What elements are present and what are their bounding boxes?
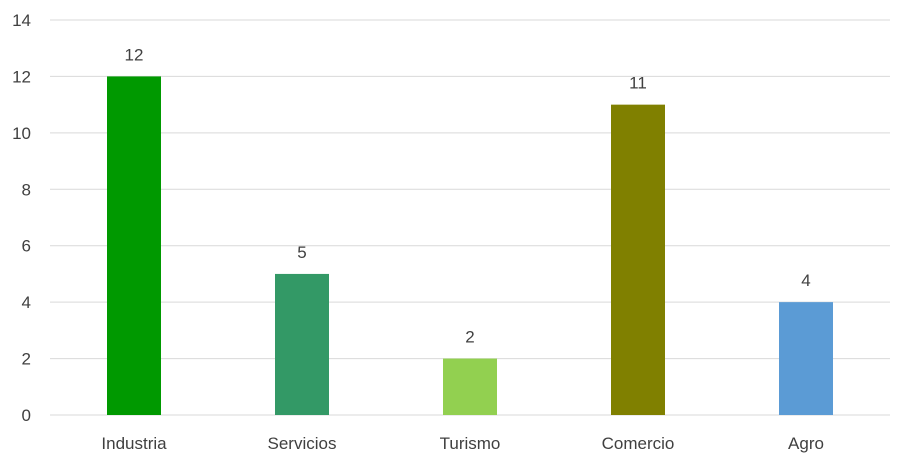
data-label-industria: 12 <box>125 45 144 64</box>
data-label-turismo: 2 <box>465 328 474 347</box>
y-tick-label: 14 <box>12 11 31 30</box>
y-tick-label: 10 <box>12 124 31 143</box>
bars <box>107 76 833 416</box>
category-label-turismo: Turismo <box>440 434 501 453</box>
category-label-comercio: Comercio <box>602 434 675 453</box>
data-label-agro: 4 <box>801 271 810 290</box>
category-label-servicios: Servicios <box>268 434 337 453</box>
bar-servicios <box>275 273 329 415</box>
x-axis-category-labels: Industria Servicios Turismo Comercio Agro <box>101 434 824 453</box>
y-tick-label: 12 <box>12 67 31 86</box>
y-tick-label: 2 <box>22 350 31 369</box>
bar-industria <box>107 76 161 415</box>
gridlines <box>50 19 890 416</box>
bar-agro <box>779 302 833 415</box>
bar-turismo <box>443 358 497 415</box>
bar-comercio <box>611 104 665 416</box>
data-labels: 12 5 2 11 4 <box>125 45 811 346</box>
y-tick-label: 8 <box>22 180 31 199</box>
y-tick-label: 4 <box>22 293 31 312</box>
category-label-agro: Agro <box>788 434 824 453</box>
y-tick-label: 6 <box>22 237 31 256</box>
y-axis-tick-labels: 0 2 4 6 8 10 12 14 <box>12 11 31 425</box>
y-tick-label: 0 <box>22 406 31 425</box>
data-label-servicios: 5 <box>297 243 306 262</box>
category-label-industria: Industria <box>101 434 167 453</box>
data-label-comercio: 11 <box>629 74 647 93</box>
